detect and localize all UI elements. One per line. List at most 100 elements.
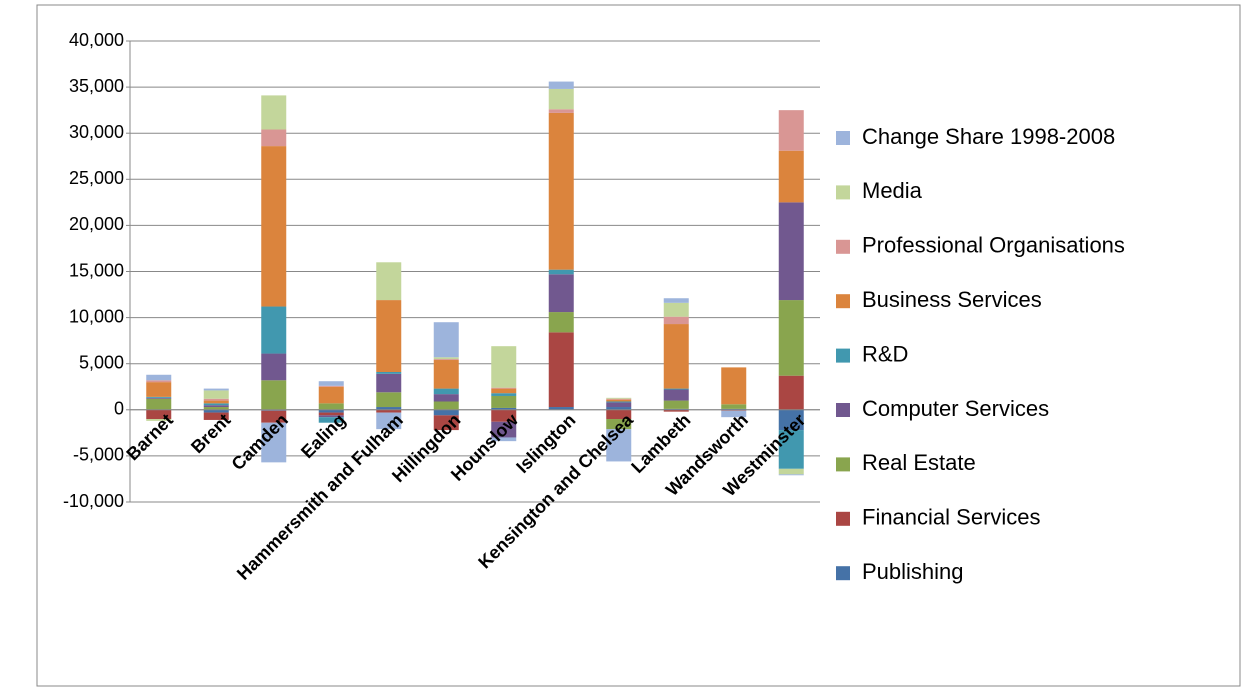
bar-segment [663, 324, 689, 389]
bar-segment [261, 380, 287, 410]
bar-segment [606, 409, 632, 420]
bar-segment [376, 371, 402, 374]
bar-segment [433, 401, 459, 410]
bar-segment [146, 396, 172, 398]
bar-segment [548, 312, 574, 333]
bar-segment [606, 398, 632, 400]
legend-swatch [836, 294, 850, 309]
bar-segment [146, 374, 172, 381]
bar-segment [261, 95, 287, 130]
bar-segment [778, 430, 804, 469]
bar-segment [433, 394, 459, 402]
bar-segment [203, 398, 229, 401]
bar-segment [778, 468, 804, 475]
legend-label: Publishing [862, 559, 964, 584]
bar-segment [491, 346, 517, 388]
bar-segment [146, 382, 172, 397]
legend-label: Business Services [862, 287, 1042, 312]
bar-segment [318, 403, 344, 410]
bar-segment [778, 110, 804, 151]
bar-segment [548, 269, 574, 275]
bar-segment [778, 409, 804, 431]
bar-segment [606, 401, 632, 403]
bar-segment [261, 129, 287, 147]
bar-segment [318, 412, 344, 416]
legend-label: Real Estate [862, 450, 976, 475]
bar-segment [663, 302, 689, 317]
bar-segment [663, 388, 689, 390]
y-tick-label: 40,000 [69, 30, 124, 50]
bar-segment [491, 437, 517, 442]
bar-segment [433, 409, 459, 416]
y-tick-label: 15,000 [69, 260, 124, 280]
legend-label: Media [862, 178, 923, 203]
bar-segment [778, 474, 804, 476]
bar-segment [721, 367, 747, 405]
legend-swatch [836, 403, 850, 417]
y-tick-label: 5,000 [79, 352, 124, 372]
legend-swatch [836, 348, 850, 363]
legend-label: Computer Services [862, 396, 1049, 421]
y-tick-label: 0 [114, 399, 124, 419]
bar-segment [606, 397, 632, 399]
bar-segment [606, 399, 632, 402]
bar-segment [376, 412, 402, 430]
bar-segment [376, 409, 402, 413]
bar-segment [491, 393, 517, 396]
bar-segment [203, 390, 229, 399]
bar-segment [548, 109, 574, 113]
bar-segment [203, 403, 229, 406]
bar-segment [376, 300, 402, 372]
bar-segment [548, 88, 574, 110]
bar-segment [146, 397, 172, 399]
bar-segment [376, 262, 402, 301]
bar-segment [491, 407, 517, 410]
legend-label: Financial Services [862, 505, 1041, 530]
bar-segment [491, 421, 517, 438]
bar-segment [433, 357, 459, 360]
bar-segment [548, 332, 574, 408]
bar-segment [663, 400, 689, 409]
bar-segment [548, 112, 574, 270]
bar-segment [146, 419, 172, 421]
bar-segment [491, 388, 517, 394]
bar-segment [433, 360, 459, 389]
bar-segment [261, 353, 287, 381]
bar-segment [778, 150, 804, 203]
bar-segment [778, 202, 804, 301]
bar-segment [203, 407, 229, 410]
bar-segment [606, 429, 632, 462]
bar-segment [203, 400, 229, 404]
bar-segment [663, 316, 689, 325]
bar-segment [663, 298, 689, 303]
legend-swatch [836, 457, 850, 472]
bar-segment [778, 300, 804, 376]
bar-segment [146, 409, 172, 420]
bar-segment [318, 381, 344, 386]
bar-segment [721, 410, 747, 418]
bar-segment [261, 146, 287, 307]
bar-segment [203, 409, 229, 413]
y-tick-label: 25,000 [69, 168, 124, 188]
bar-segment [318, 386, 344, 404]
bar-segment [376, 373, 402, 393]
bar-segment [433, 359, 459, 361]
bar-segment [261, 422, 287, 463]
bar-segment [318, 417, 344, 423]
bar-segment [491, 395, 517, 408]
bar-segment [376, 392, 402, 408]
bar-segment [491, 387, 517, 389]
bar-segment [433, 322, 459, 358]
bar-segment [261, 410, 287, 423]
legend-swatch [836, 185, 850, 200]
bar-segment [203, 388, 229, 391]
bar-segment [663, 409, 689, 412]
legend-swatch [836, 511, 850, 526]
bar-segment [318, 409, 344, 413]
bar-segment [203, 405, 229, 408]
bar-segment [433, 415, 459, 431]
y-tick-label: 35,000 [69, 76, 124, 96]
bar-segment [548, 274, 574, 313]
bar-segment [778, 375, 804, 410]
